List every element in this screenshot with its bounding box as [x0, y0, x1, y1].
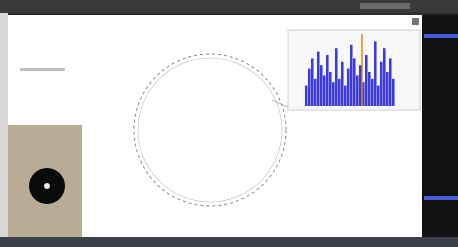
taskbar — [0, 237, 458, 247]
bar — [386, 72, 389, 106]
bar — [365, 55, 368, 106]
bar — [314, 79, 317, 106]
bar — [374, 41, 377, 106]
right-panel-highlight — [424, 34, 458, 38]
bar — [338, 79, 341, 106]
bar — [356, 75, 359, 106]
bar — [383, 48, 386, 106]
bar — [332, 82, 335, 106]
left-edge — [0, 13, 8, 237]
bar — [392, 79, 395, 106]
bar — [320, 65, 323, 106]
bar — [380, 62, 383, 106]
bar — [341, 62, 344, 106]
close-button[interactable] — [412, 18, 419, 25]
bar — [308, 69, 311, 106]
bar — [389, 58, 392, 106]
bar — [368, 72, 371, 106]
left-panel-label — [20, 68, 65, 71]
bar — [329, 72, 332, 106]
preview-center — [44, 183, 50, 189]
bar — [350, 45, 353, 106]
bar — [377, 86, 380, 106]
page: (() => { const data = JSON.parse(documen… — [0, 0, 458, 247]
bar — [359, 65, 362, 106]
bar — [335, 48, 338, 106]
window-controls[interactable] — [360, 3, 410, 9]
bar — [317, 52, 320, 106]
right-panel — [422, 15, 458, 237]
bar — [353, 58, 356, 106]
bar — [347, 69, 350, 106]
bar — [311, 58, 314, 106]
right-panel-highlight — [424, 196, 458, 200]
bar — [305, 86, 308, 106]
bar — [344, 86, 347, 106]
bar — [371, 79, 374, 106]
bar — [326, 55, 329, 106]
bar — [323, 75, 326, 106]
screen — [0, 0, 458, 247]
